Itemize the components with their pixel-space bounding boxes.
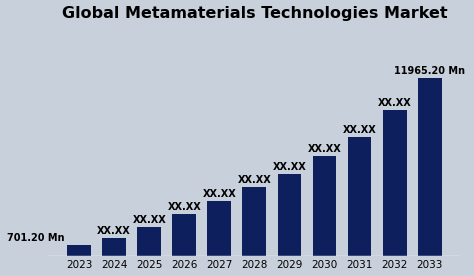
Bar bbox=[277, 174, 301, 256]
Text: XX.XX: XX.XX bbox=[343, 125, 376, 135]
Bar bbox=[137, 227, 161, 256]
Text: 701.20 Mn: 701.20 Mn bbox=[7, 233, 65, 243]
Text: 11965.20 Mn: 11965.20 Mn bbox=[394, 66, 465, 76]
Text: XX.XX: XX.XX bbox=[132, 215, 166, 225]
Bar bbox=[418, 78, 442, 256]
Bar bbox=[67, 245, 91, 256]
Bar bbox=[383, 110, 407, 256]
Title: Global Metamaterials Technologies Market: Global Metamaterials Technologies Market bbox=[62, 6, 447, 20]
Bar bbox=[102, 238, 126, 256]
Text: XX.XX: XX.XX bbox=[308, 144, 341, 154]
Bar bbox=[208, 201, 231, 256]
Bar bbox=[243, 187, 266, 256]
Text: XX.XX: XX.XX bbox=[167, 202, 201, 212]
Text: XX.XX: XX.XX bbox=[273, 162, 306, 172]
Bar bbox=[347, 137, 372, 256]
Text: XX.XX: XX.XX bbox=[202, 189, 236, 199]
Text: XX.XX: XX.XX bbox=[237, 175, 271, 185]
Bar bbox=[312, 156, 337, 256]
Text: XX.XX: XX.XX bbox=[97, 226, 131, 236]
Bar bbox=[173, 214, 196, 256]
Text: XX.XX: XX.XX bbox=[378, 98, 411, 108]
